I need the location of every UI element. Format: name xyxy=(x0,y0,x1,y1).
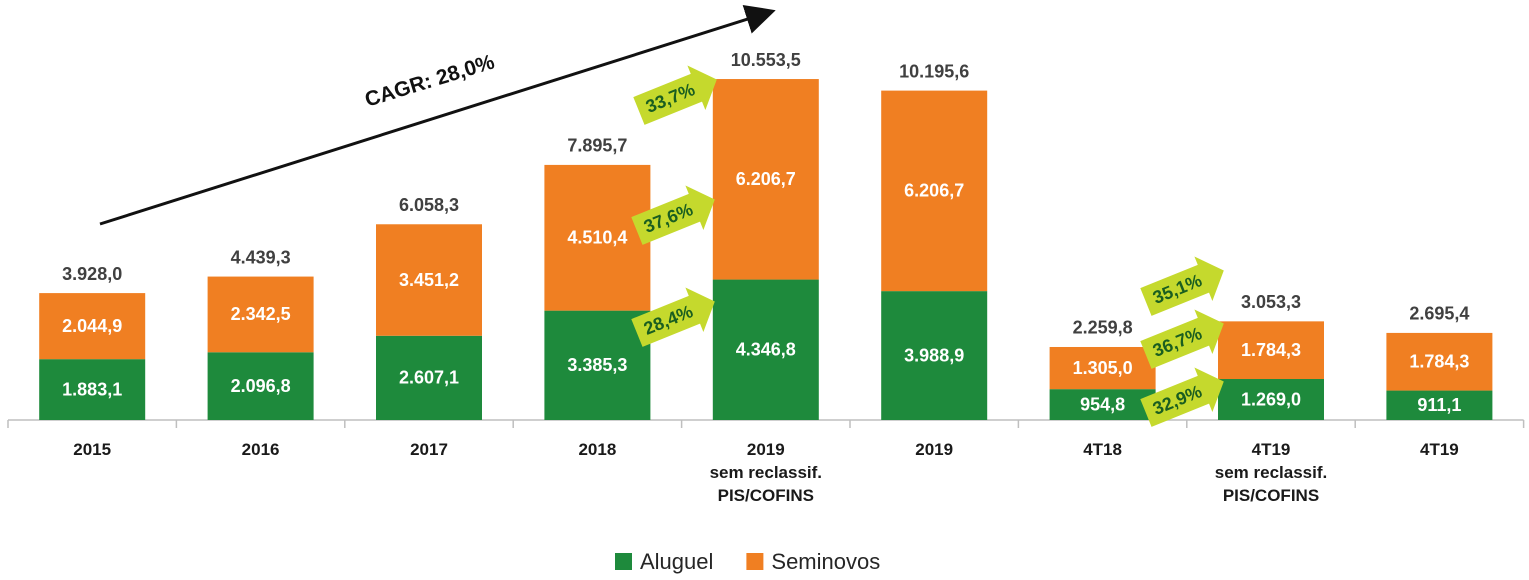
value-label: 1.784,3 xyxy=(1241,340,1301,360)
total-label: 3.928,0 xyxy=(62,264,122,284)
legend-label: Aluguel xyxy=(640,549,713,574)
bar-segment xyxy=(207,276,314,353)
bar-segment xyxy=(544,164,651,311)
x-tick-label: 2019 sem reclassif. PIS/COFINS xyxy=(709,440,823,505)
growth-arrow-shape xyxy=(633,65,717,125)
growth-arrow: 35,1% xyxy=(1140,256,1224,316)
value-label: 2.096,8 xyxy=(231,376,291,396)
x-tick-label: 2016 xyxy=(241,440,280,459)
x-tick-label: 4T19 xyxy=(1420,440,1459,459)
legend-swatch xyxy=(746,553,764,570)
total-label: 6.058,3 xyxy=(399,195,459,215)
growth-arrow-shape xyxy=(631,287,715,347)
value-label: 1.305,0 xyxy=(1073,358,1133,378)
total-label: 10.195,6 xyxy=(899,61,969,81)
value-label: 911,1 xyxy=(1417,395,1461,415)
bar-segment xyxy=(376,224,482,336)
value-label: 6.206,7 xyxy=(736,169,796,189)
bar-segment xyxy=(376,335,482,420)
x-tick-label: 2019 xyxy=(915,440,954,459)
total-label: 2.259,8 xyxy=(1073,318,1133,338)
bar-segment xyxy=(1386,332,1493,391)
x-tick-label: 2015 xyxy=(73,440,112,459)
x-tick-label: 4T19 sem reclassif. PIS/COFINS xyxy=(1214,440,1328,505)
bar-segment xyxy=(712,79,819,280)
growth-arrow-shape xyxy=(1140,309,1224,369)
growth-arrow-shape xyxy=(631,185,715,245)
bar-segment xyxy=(544,310,651,420)
bar-segment xyxy=(1218,379,1324,420)
value-label: 4.346,8 xyxy=(736,340,796,360)
x-tick-label: 2018 xyxy=(578,440,617,459)
growth-arrow-shape xyxy=(1140,367,1224,427)
bar-segment xyxy=(207,352,314,420)
total-label: 2.695,4 xyxy=(1409,304,1469,324)
bar-segment xyxy=(881,291,988,420)
bar-segment xyxy=(712,279,819,420)
bar-segment xyxy=(1049,389,1156,420)
value-label: 1.784,3 xyxy=(1409,351,1469,371)
bar-segment xyxy=(881,90,988,292)
value-label: 3.385,3 xyxy=(567,355,627,375)
value-label: 2.044,9 xyxy=(62,316,122,336)
growth-arrow-shape xyxy=(1140,256,1224,316)
bar-segment xyxy=(1218,321,1324,380)
bar-segment xyxy=(39,293,146,360)
value-label: 3.451,2 xyxy=(399,270,459,290)
legend-label: Seminovos xyxy=(771,549,880,574)
value-label: 4.510,4 xyxy=(567,228,627,248)
value-label: 1.269,0 xyxy=(1241,389,1301,409)
value-label: 1.883,1 xyxy=(62,379,122,399)
legend-swatch xyxy=(615,553,632,570)
value-label: 6.206,7 xyxy=(904,181,964,201)
bar-segment xyxy=(1386,390,1493,420)
bar-segment xyxy=(39,359,146,420)
x-tick-label: 2017 xyxy=(410,440,448,459)
total-label: 4.439,3 xyxy=(231,247,291,267)
value-label: 2.342,5 xyxy=(231,304,291,324)
growth-arrow: 33,7% xyxy=(633,65,717,125)
total-label: 3.053,3 xyxy=(1241,292,1301,312)
value-label: 954,8 xyxy=(1080,394,1125,414)
cagr-arrow xyxy=(99,4,776,226)
cagr-label: CAGR: 28,0% xyxy=(362,50,497,111)
x-tick-label: 4T18 xyxy=(1083,440,1122,459)
value-label: 2.607,1 xyxy=(399,368,459,388)
total-label: 10.553,5 xyxy=(731,50,801,70)
bar-segment xyxy=(1049,346,1156,390)
total-label: 7.895,7 xyxy=(567,136,627,156)
value-label: 3.988,9 xyxy=(904,345,964,365)
